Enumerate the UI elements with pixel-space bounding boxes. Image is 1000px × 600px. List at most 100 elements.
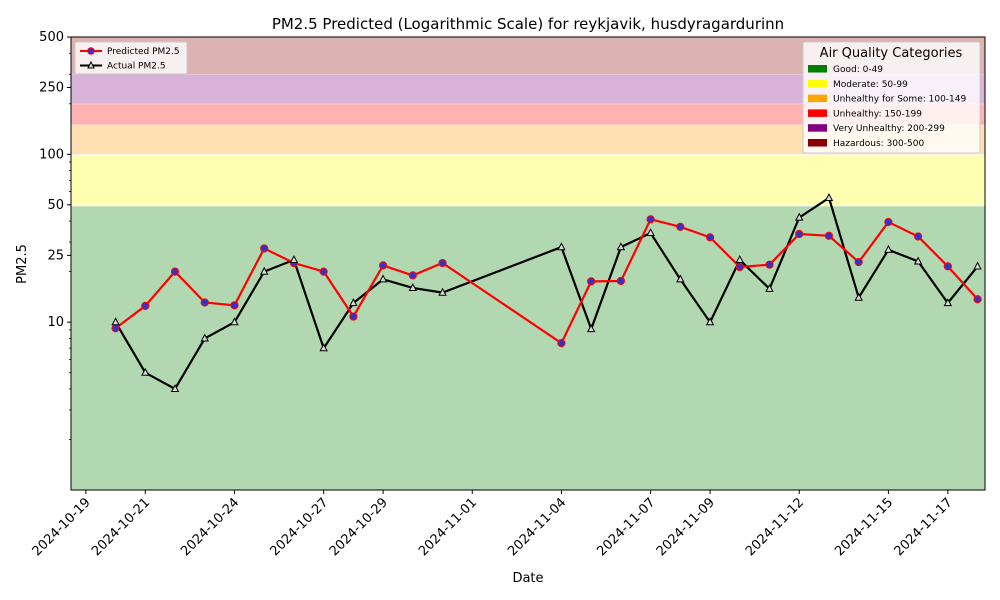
aqi-band [71, 104, 985, 125]
plot-frame [70, 36, 986, 491]
actual-point [170, 384, 180, 393]
predicted-point [854, 257, 863, 267]
x-tick-label: 2024-11-09 [654, 495, 718, 559]
category-label: Very Unhealthy: 200-299 [833, 124, 945, 134]
predicted-point [646, 215, 655, 224]
actual-point [884, 244, 893, 253]
predicted-point [973, 295, 982, 304]
y-tick-label: 50 [47, 198, 64, 213]
category-swatch [808, 65, 827, 73]
category-swatch [808, 124, 827, 132]
actual-point [676, 274, 685, 283]
predicted-point [824, 231, 834, 240]
legend-marker [87, 47, 95, 55]
x-tick-label: 2024-10-21 [89, 495, 153, 559]
category-label: Good: 0-49 [833, 65, 883, 75]
x-axis-label: Date [512, 571, 543, 586]
actual-point [230, 317, 239, 326]
predicted-point [795, 229, 804, 239]
x-tick-label: 2024-10-24 [178, 495, 242, 559]
category-label: Moderate: 50-99 [833, 80, 908, 90]
predicted-point [735, 262, 744, 272]
series-markers [111, 193, 982, 393]
legend-label: Actual PM2.5 [107, 62, 166, 72]
actual-point [913, 256, 923, 265]
predicted-point [230, 301, 239, 310]
x-tick-label: 2024-10-27 [267, 495, 331, 559]
actual-point [408, 283, 418, 291]
y-tick-label: 25 [47, 248, 64, 263]
actual-point [378, 274, 388, 283]
x-tick-label: 2024-10-29 [327, 495, 391, 559]
predicted-point [884, 217, 893, 227]
chart-title: PM2.5 Predicted (Logarithmic Scale) for … [272, 15, 784, 33]
legend-box [74, 41, 188, 75]
category-swatch [808, 94, 827, 103]
predicted-point [705, 233, 715, 242]
actual-point [586, 324, 596, 333]
actual-point [111, 317, 120, 326]
x-tick-label: 2024-11-17 [892, 495, 956, 559]
predicted-point [378, 261, 388, 270]
legend-label: Predicted PM2.5 [107, 47, 180, 57]
predicted-point [943, 262, 952, 271]
category-label: Hazardous: 300-500 [833, 139, 924, 149]
actual-point [319, 343, 328, 352]
category-swatch [808, 79, 827, 88]
actual-point [557, 242, 566, 251]
aqi-category-legend: Air Quality Categories Good: 0-49 Moderate… [802, 41, 981, 154]
predicted-point [438, 258, 447, 268]
predicted-point [676, 222, 685, 231]
actual-point [438, 287, 447, 296]
actual-point [616, 242, 626, 251]
y-tick-label: 500 [39, 30, 64, 45]
actual-point [765, 283, 774, 292]
predicted-point [170, 267, 180, 276]
y-tick-label: 100 [39, 147, 64, 162]
category-label: Unhealthy: 150-199 [833, 109, 922, 119]
legend-marker [87, 60, 95, 69]
category-label: Unhealthy for Some: 100-149 [833, 95, 966, 105]
actual-point [141, 367, 150, 376]
y-axis-label: PM2.5 [15, 244, 30, 284]
actual-point [705, 317, 715, 326]
actual-point [794, 212, 804, 221]
actual-point [349, 298, 358, 307]
predicted-point [765, 260, 774, 269]
actual-point [735, 255, 745, 263]
category-swatch [808, 109, 827, 117]
predicted-point [260, 244, 269, 253]
x-tick-label: 2024-11-01 [416, 495, 480, 559]
predicted-point [349, 312, 358, 321]
x-tick-label: 2024-11-15 [832, 495, 896, 559]
x-tick-label: 2024-11-12 [743, 495, 807, 559]
series-legend: Predicted PM2.5 Actual PM2.5 [74, 41, 188, 75]
actual-point [646, 228, 655, 237]
predicted-point [557, 339, 566, 348]
predicted-point [914, 232, 923, 241]
category-swatch [808, 139, 827, 147]
actual-point [943, 298, 953, 307]
predicted-point [587, 277, 596, 286]
x-tick-label: 2024-10-19 [30, 495, 94, 559]
actual-point [824, 193, 834, 201]
predicted-point [141, 301, 150, 310]
x-tick-label: 2024-11-07 [594, 495, 658, 559]
predicted-point [408, 271, 417, 280]
y-tick-label: 250 [39, 81, 64, 96]
x-tick-label: 2024-11-04 [505, 495, 569, 559]
actual-point [259, 266, 269, 275]
predicted-point [616, 276, 625, 286]
predicted-point [111, 324, 120, 333]
actual-point [854, 292, 863, 301]
y-axis: 10 25 50 100 250 500 [39, 30, 71, 440]
predicted-point [319, 267, 328, 276]
category-legend-box [802, 41, 981, 154]
actual-point [973, 261, 982, 270]
actual-point [200, 333, 209, 342]
aqi-band [71, 155, 985, 205]
category-legend-title: Air Quality Categories [820, 46, 963, 61]
actual-point [289, 255, 299, 263]
